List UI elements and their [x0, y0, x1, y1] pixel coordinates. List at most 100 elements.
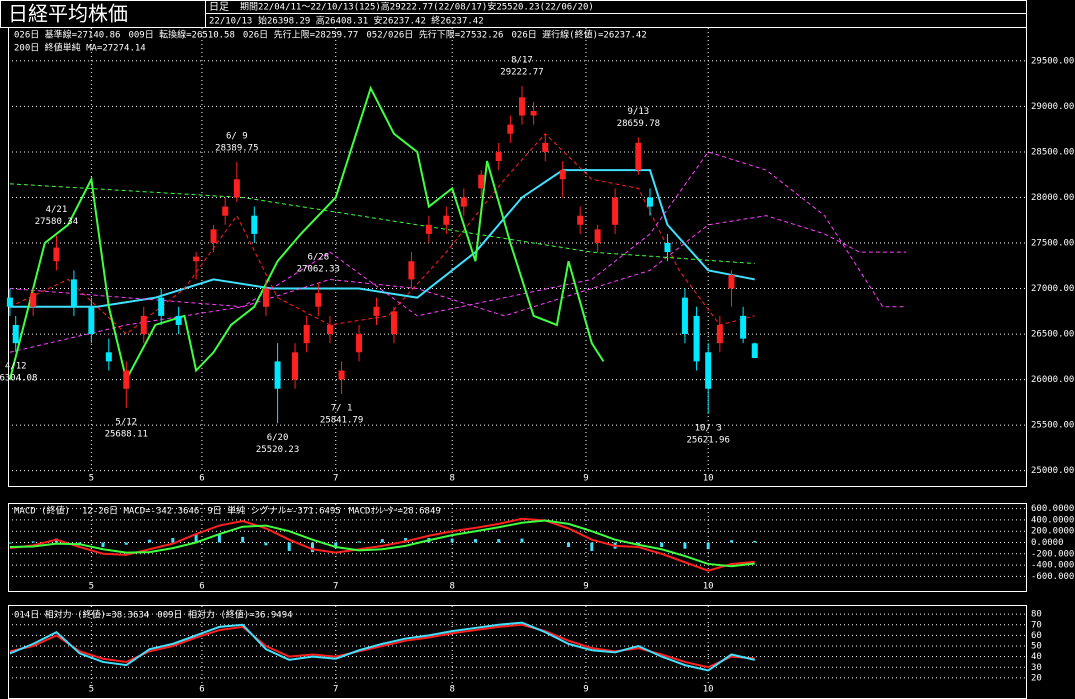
candle-body	[559, 170, 566, 180]
candle-body	[338, 370, 345, 380]
histogram-bar	[753, 540, 757, 543]
series-line	[9, 133, 755, 335]
annotation-date: 5/12	[115, 418, 137, 428]
candle-body	[274, 361, 281, 389]
histogram-bar	[660, 542, 664, 548]
macd-panel	[8, 503, 1027, 592]
candle-body	[425, 224, 432, 234]
y-tick-label: 27500.00	[1031, 239, 1074, 249]
candle-body	[222, 206, 229, 216]
period-label: 日足	[209, 1, 229, 13]
x-tick-label: 9	[583, 685, 588, 695]
candle-body	[140, 315, 147, 335]
candle-body	[262, 288, 269, 307]
annotation-value: 25841.79	[320, 416, 363, 426]
legend-entry: MACDｵｼﾚｰﾀｰ=28.6849	[349, 506, 441, 517]
histogram-bar	[636, 542, 640, 545]
x-tick-label: 10	[703, 474, 714, 484]
series-line	[9, 519, 755, 568]
y-tick-label: -200.0000	[1031, 549, 1075, 559]
x-tick-label: 6	[199, 474, 204, 484]
annotation-date: 4/21	[46, 205, 68, 215]
candle-body	[356, 334, 363, 353]
series-line	[9, 151, 907, 317]
histogram-bar	[241, 536, 245, 543]
legend-entry: 014日 相対力 (終値)=38.3634	[14, 609, 149, 621]
x-tick-label: 6	[199, 685, 204, 695]
histogram-bar	[404, 537, 408, 543]
candle-body	[88, 306, 95, 335]
histogram-bar	[194, 534, 198, 543]
histogram-bar	[380, 539, 384, 543]
series-line	[9, 183, 755, 265]
x-tick-label: 6	[199, 582, 204, 592]
title: 日経平均株価	[8, 2, 128, 26]
y-tick-label: 200.0000	[1031, 527, 1074, 537]
y-tick-label: 80	[1031, 610, 1042, 620]
candle-body	[210, 229, 217, 244]
histogram-bar	[567, 542, 571, 548]
y-tick-label: 600.0000	[1031, 504, 1074, 514]
y-tick-label: 27000.00	[1031, 284, 1074, 294]
annotation-value: 27580.34	[35, 217, 78, 227]
candle-body	[716, 324, 723, 344]
y-tick-label: 20	[1031, 673, 1042, 683]
x-tick-label: 9	[583, 474, 588, 484]
candle-body	[635, 142, 642, 171]
histogram-bar	[520, 538, 524, 543]
candle-body	[6, 297, 13, 307]
y-tick-label: 70	[1031, 620, 1042, 630]
annotation-value: 25520.23	[256, 445, 299, 455]
annotation-value: 28389.75	[215, 143, 258, 153]
annotation-date: 9/13	[628, 107, 650, 117]
y-tick-label: 29500.00	[1031, 56, 1074, 66]
y-tick-label: -600.0000	[1031, 572, 1075, 582]
legend-entry: 9日 単純 シグナル=-371.6495	[207, 505, 340, 517]
candle-body	[751, 343, 758, 358]
candle-body	[612, 197, 619, 225]
candle-body	[577, 215, 584, 225]
histogram-bar	[729, 540, 733, 543]
ohlc: 始26398.29 高26408.31 安26237.42 終26237.42	[258, 15, 484, 27]
y-tick-label: 40	[1031, 652, 1042, 662]
candle-body	[740, 315, 747, 339]
candle-body	[664, 243, 671, 253]
histogram-bar	[683, 542, 687, 549]
annotation-value: 25621.96	[687, 436, 730, 446]
histogram-bar	[101, 542, 105, 548]
annotation-value: 25688.11	[105, 430, 148, 440]
candle-body	[460, 197, 467, 207]
y-tick-label: 400.0000	[1031, 515, 1074, 525]
candle-body	[12, 324, 19, 344]
histogram-bar	[287, 542, 291, 551]
y-tick-label: 28500.00	[1031, 147, 1074, 157]
x-tick-label: 5	[89, 685, 94, 695]
candle-body	[123, 370, 130, 389]
y-tick-label: -400.0000	[1031, 561, 1075, 571]
histogram-bar	[264, 542, 268, 546]
candle-body	[315, 293, 322, 307]
period: 期間22/04/11～22/10/13(125)高29222.77(22/08/…	[240, 1, 594, 13]
panel-title: MACD (終値)	[14, 505, 70, 517]
x-tick-label: 7	[333, 474, 338, 484]
candle-body	[105, 352, 112, 362]
x-tick-label: 10	[703, 685, 714, 695]
histogram-bar	[357, 541, 361, 543]
candle-body	[518, 97, 525, 116]
candle-body	[390, 311, 397, 335]
main-panel	[8, 27, 1027, 487]
candle-body	[443, 215, 450, 225]
y-tick-label: 26000.00	[1031, 375, 1074, 385]
x-tick-label: 9	[583, 582, 588, 592]
annotation-date: 6/20	[267, 433, 289, 443]
annotation-date: 4/12	[5, 361, 27, 371]
candle-body	[326, 324, 333, 335]
date: 22/10/13	[209, 17, 252, 27]
histogram-bar	[334, 542, 338, 549]
y-tick-label: 50	[1031, 642, 1042, 652]
candle-body	[158, 297, 165, 316]
candle-body	[693, 315, 700, 362]
histogram-bar	[217, 534, 221, 543]
